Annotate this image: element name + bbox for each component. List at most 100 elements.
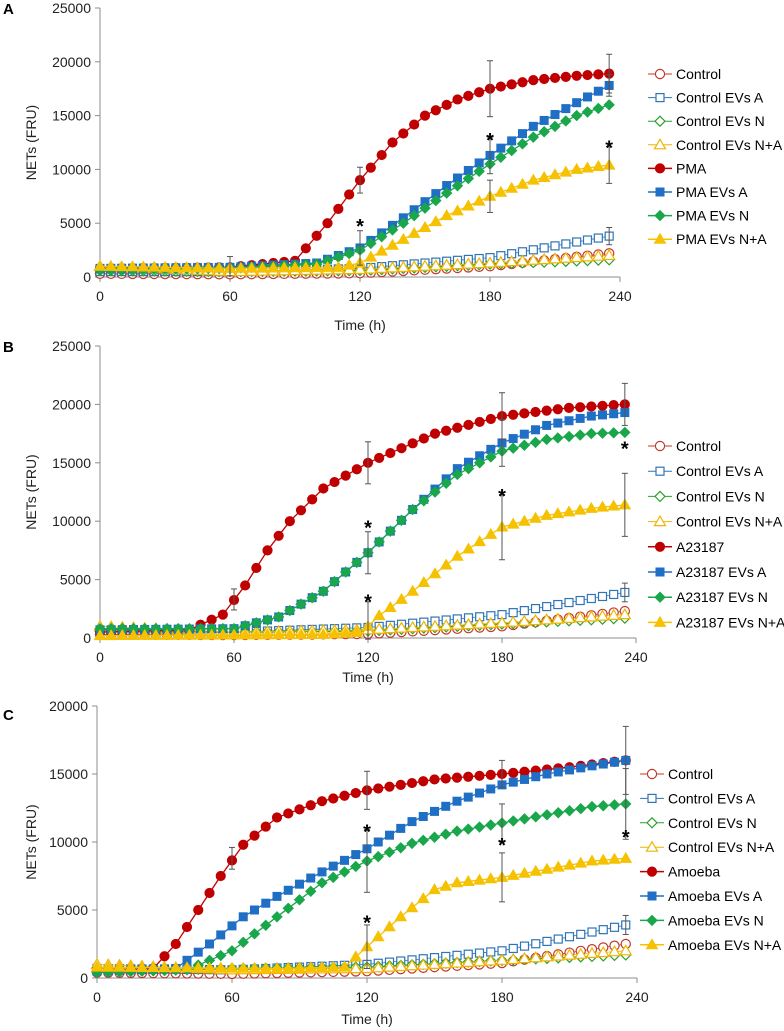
data-point — [270, 961, 284, 973]
x-tick-label: 60 — [226, 649, 242, 665]
data-point — [283, 885, 293, 895]
legend-label: Control EVs N+A — [676, 514, 783, 530]
x-tick-label: 120 — [355, 989, 379, 1005]
data-point — [474, 87, 485, 98]
data-point — [343, 247, 355, 260]
legend-label: A23187 — [676, 539, 724, 555]
data-point — [542, 769, 552, 779]
legend-marker — [655, 187, 665, 197]
legend-marker — [653, 232, 667, 244]
data-point — [440, 187, 453, 199]
data-point — [127, 628, 140, 640]
data-point — [126, 260, 139, 272]
data-point — [191, 261, 204, 273]
data-point — [113, 960, 126, 972]
y-tick-label: 25000 — [52, 338, 91, 354]
data-point — [191, 961, 205, 973]
data-point — [351, 464, 362, 475]
data-point — [598, 759, 608, 769]
data-point — [339, 626, 353, 638]
data-point — [528, 74, 539, 86]
data-point — [430, 105, 441, 116]
data-point — [383, 920, 396, 932]
data-point — [518, 866, 531, 878]
series-line — [100, 431, 625, 630]
data-point — [551, 860, 565, 872]
data-point — [160, 628, 174, 640]
data-point — [542, 936, 552, 947]
data-point — [340, 855, 349, 865]
data-point — [387, 137, 398, 148]
data-point — [618, 607, 632, 620]
data-point — [574, 856, 588, 868]
legend-label: A23187 EVs N — [676, 589, 768, 605]
data-point — [342, 258, 356, 270]
data-point — [205, 939, 214, 949]
legend-b: Control Control EVs A Control EVs N Control… — [648, 438, 784, 630]
significance-star: * — [622, 827, 630, 849]
y-tick-label: 10000 — [52, 161, 91, 177]
x-tick-label: 60 — [224, 989, 240, 1005]
data-point — [527, 131, 540, 143]
data-point — [516, 138, 529, 150]
data-point — [584, 610, 598, 622]
data-point — [519, 408, 530, 419]
data-point — [505, 254, 519, 267]
legend-label: Control — [676, 66, 721, 82]
data-point — [306, 873, 316, 883]
data-point — [364, 262, 378, 274]
data-point — [407, 260, 421, 272]
data-point — [338, 960, 351, 972]
data-point — [237, 936, 249, 949]
data-point — [584, 501, 598, 513]
legend-marker — [655, 466, 665, 476]
significance-star: * — [363, 913, 371, 935]
y-tick-label: 20000 — [49, 698, 88, 714]
data-point — [473, 165, 485, 177]
data-point — [104, 259, 118, 271]
data-point — [440, 477, 452, 489]
series-pma-evs-a — [95, 80, 614, 273]
data-point — [386, 224, 399, 236]
legend-label: Control EVs A — [676, 463, 764, 479]
data-point — [575, 802, 587, 815]
data-point — [553, 767, 563, 777]
legend-marker — [654, 490, 666, 503]
data-point — [517, 614, 531, 626]
legend-marker — [647, 891, 657, 901]
data-point — [272, 891, 282, 901]
data-point — [450, 956, 464, 968]
data-point — [327, 871, 339, 884]
data-point — [537, 252, 551, 265]
data-point — [451, 468, 464, 481]
data-point — [595, 609, 610, 621]
data-point — [331, 260, 345, 272]
data-point — [284, 516, 295, 527]
data-point — [395, 779, 406, 790]
data-point — [608, 400, 619, 411]
data-point — [375, 230, 388, 243]
significance-star: * — [486, 130, 494, 152]
legend-marker — [646, 914, 658, 927]
series-a23187-evs-n-a — [93, 498, 632, 641]
data-point — [563, 402, 575, 414]
data-point — [101, 960, 115, 972]
data-point — [462, 462, 475, 475]
y-tick-label: 15000 — [52, 108, 91, 124]
data-point — [540, 508, 554, 520]
x-axis-title-c: Time (h) — [341, 1011, 393, 1027]
data-point — [520, 774, 529, 784]
legend-label: Amoeba — [668, 864, 720, 880]
data-point — [574, 947, 588, 959]
data-point — [508, 767, 519, 778]
data-point — [215, 870, 226, 882]
data-point — [288, 261, 302, 273]
x-tick-label: 120 — [356, 649, 380, 665]
x-tick-label: 0 — [93, 989, 101, 1005]
data-point — [417, 834, 429, 847]
data-point — [450, 257, 465, 270]
data-point — [271, 911, 283, 923]
legend-marker — [655, 92, 665, 103]
data-point — [484, 872, 498, 884]
legend-label: Control EVs N — [676, 488, 765, 504]
